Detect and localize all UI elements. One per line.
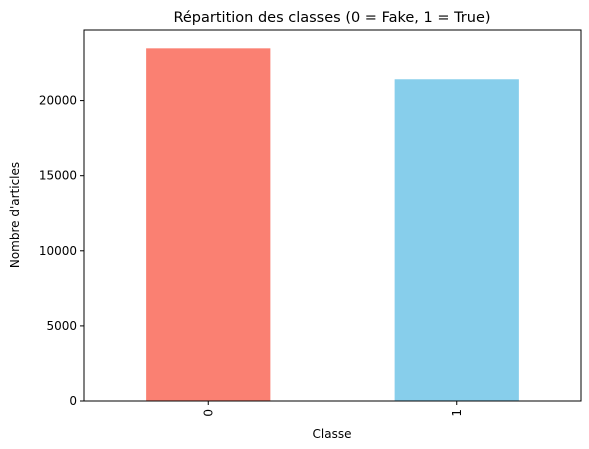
bar-1 [394, 79, 519, 402]
plot-frame [83, 29, 582, 402]
x-axis-label: Classe [313, 427, 352, 441]
y-axis-label: Nombre d'articles [8, 162, 22, 268]
bar-0 [146, 48, 271, 401]
y-tick-label: 10000 [39, 244, 77, 258]
y-tick-label: 5000 [46, 319, 77, 333]
y-tick-label: 0 [69, 394, 77, 408]
y-tick-label: 15000 [39, 169, 77, 183]
chart-title: Répartition des classes (0 = Fake, 1 = T… [173, 10, 490, 26]
x-tick-label: 1 [450, 409, 464, 417]
x-tick-label: 0 [201, 409, 215, 417]
y-tick-label: 20000 [39, 94, 77, 108]
